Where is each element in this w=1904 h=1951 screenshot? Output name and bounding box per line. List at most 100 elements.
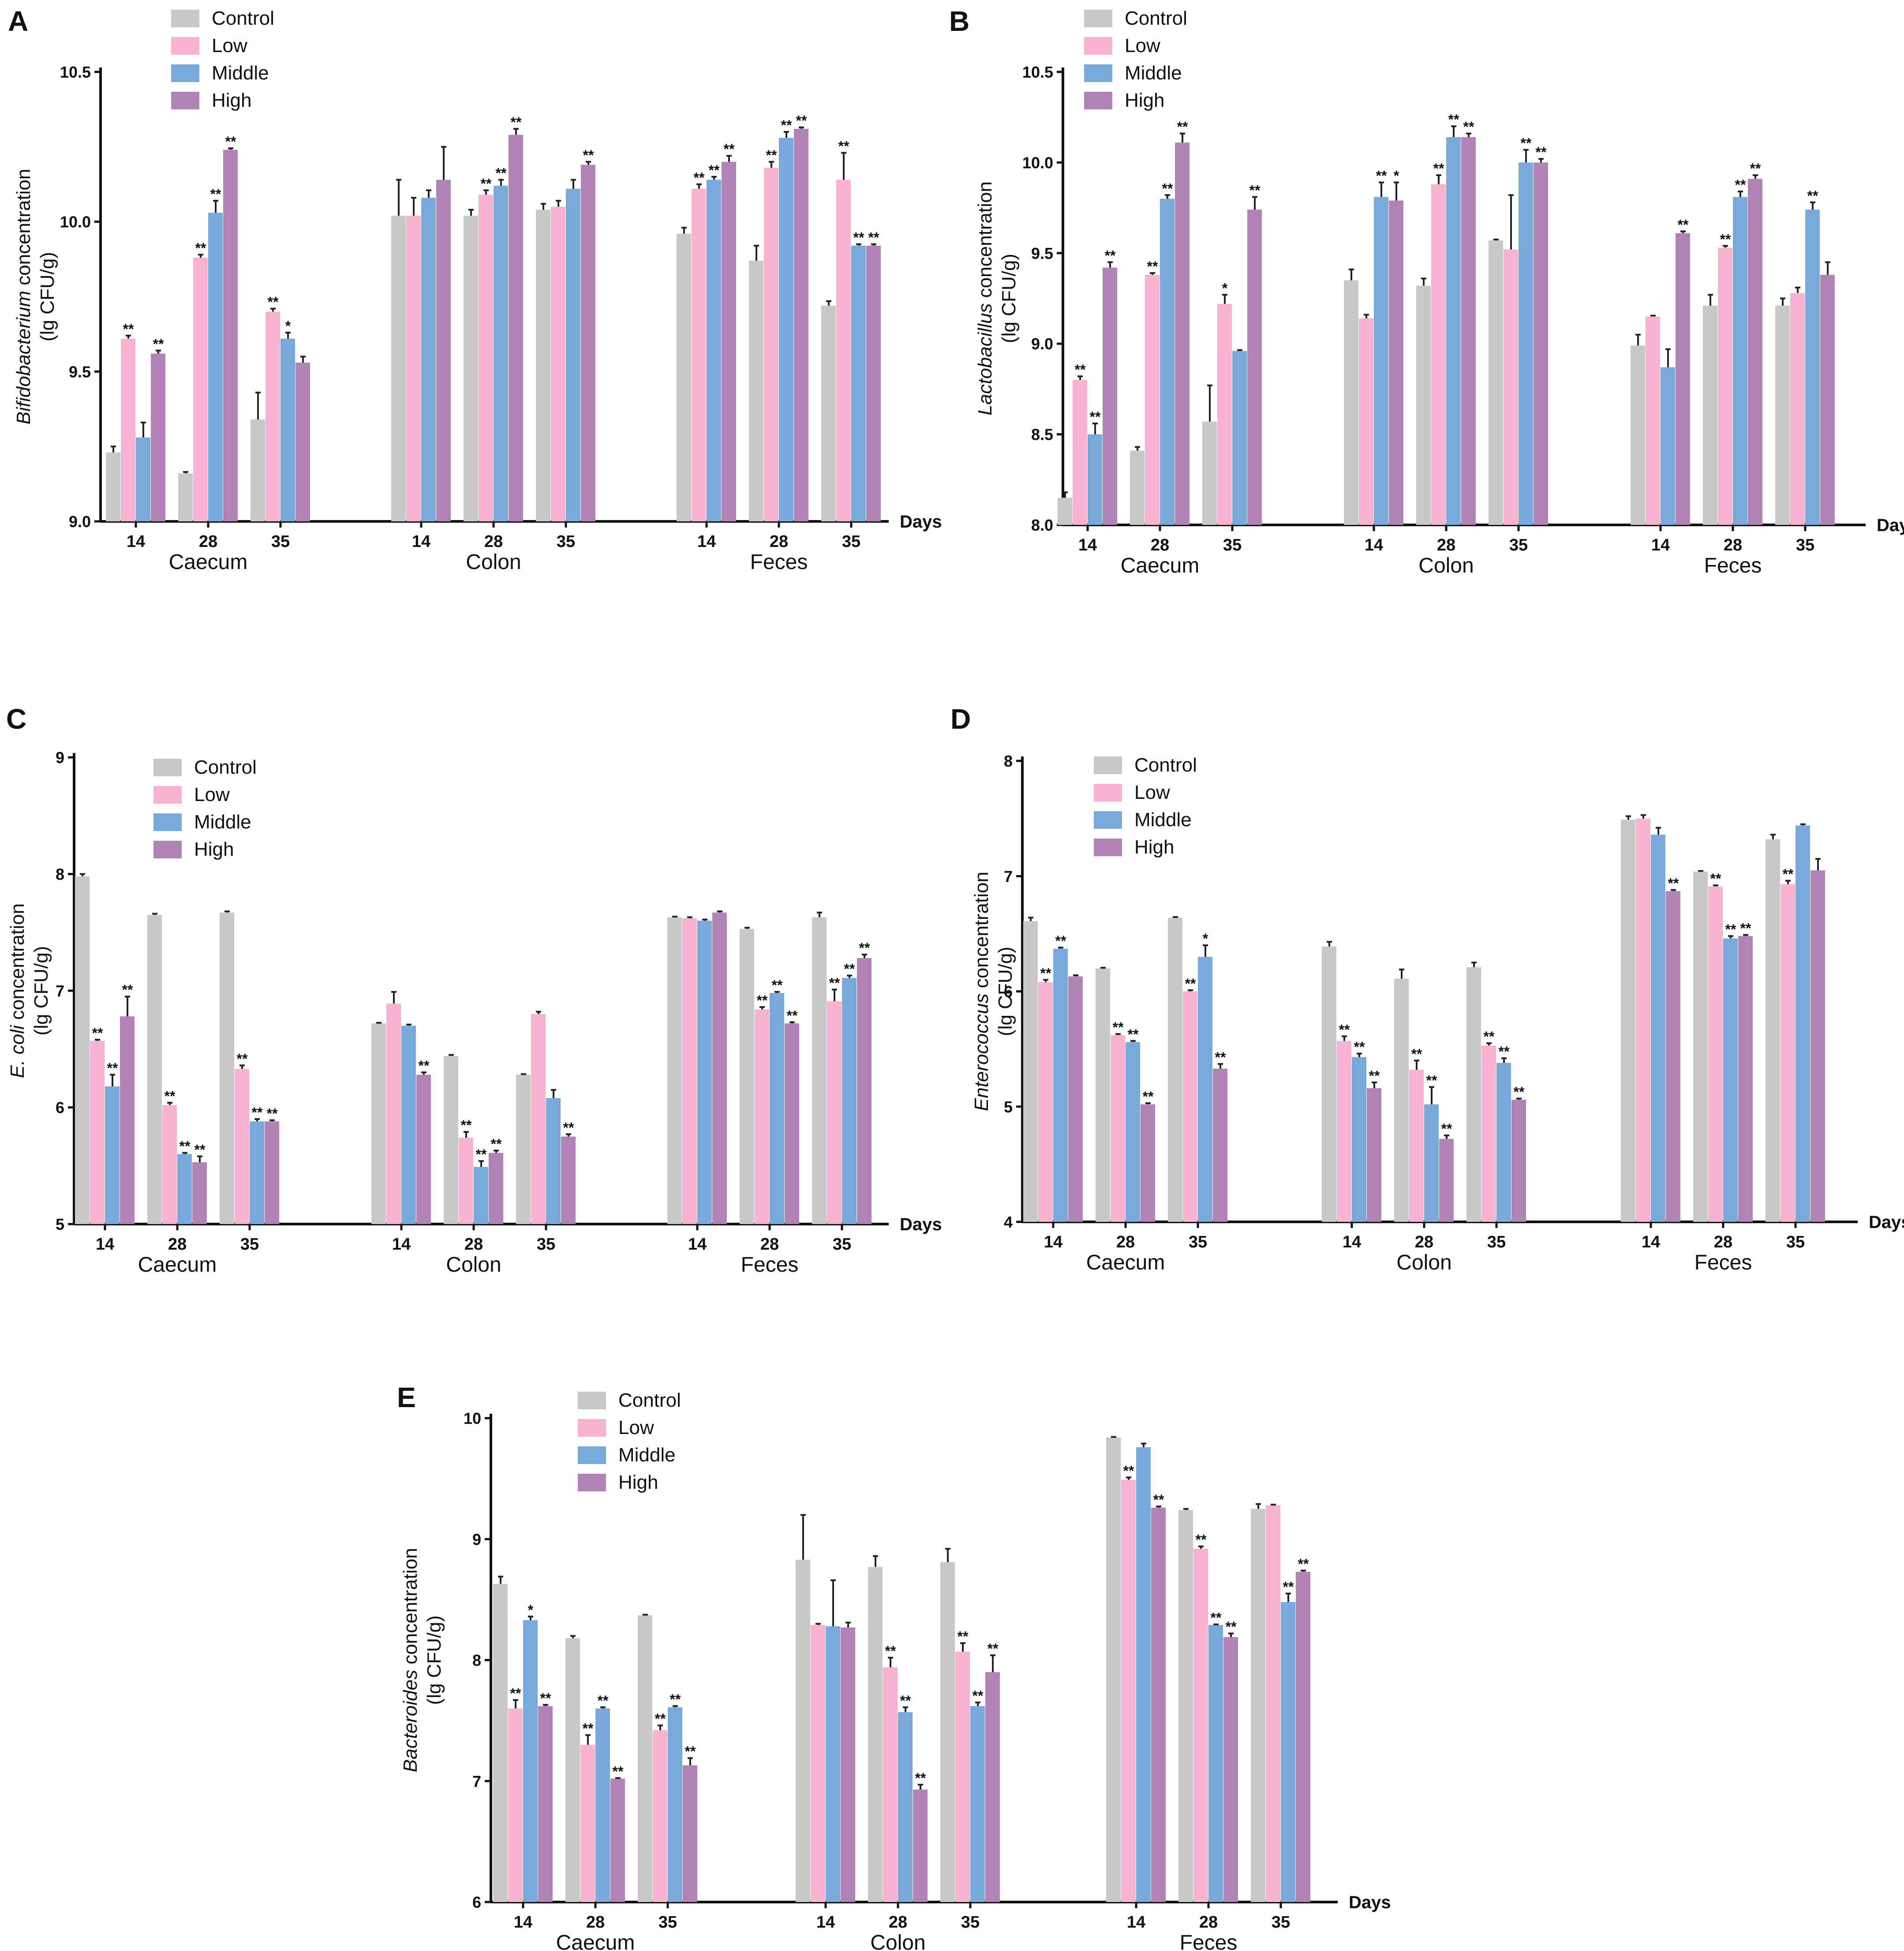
- bar-middle: [136, 437, 150, 521]
- significance-mark: **: [973, 1688, 984, 1704]
- bar-middle: [1208, 1625, 1223, 1902]
- significance-mark: **: [1426, 1072, 1437, 1088]
- significance-mark: **: [1521, 135, 1532, 151]
- bar-low: [653, 1730, 667, 1902]
- significance-mark: **: [900, 1693, 911, 1708]
- x-tick-label: 28: [1714, 1233, 1732, 1251]
- x-tick-label: 35: [557, 532, 575, 551]
- y-tick-label: 10.5: [1022, 63, 1053, 81]
- y-tick-label: 8.5: [1031, 426, 1053, 444]
- bar-low: [508, 1708, 523, 1902]
- x-tick-label: 14: [1343, 1233, 1361, 1251]
- significance-mark: **: [1710, 871, 1721, 887]
- y-axis-label-rest: concentration: [971, 872, 992, 993]
- bar-low: [1111, 1035, 1125, 1222]
- y-tick-label: 6: [472, 1893, 481, 1911]
- x-tick-label: 28: [199, 532, 217, 551]
- significance-mark: **: [655, 1711, 666, 1727]
- legend-swatch-middle: [153, 813, 182, 831]
- panel-label: C: [6, 703, 26, 735]
- significance-mark: **: [540, 1690, 551, 1706]
- y-tick-label: 9.5: [69, 363, 91, 381]
- x-tick-label: 35: [537, 1235, 555, 1254]
- y-axis-label: Lactobacillus concentration: [974, 181, 996, 416]
- bar-middle: [1496, 1063, 1511, 1222]
- bar-high: [1820, 275, 1835, 525]
- legend-swatch-high: [1084, 92, 1112, 109]
- significance-mark: **: [491, 1136, 502, 1152]
- panel-E: E Control Low Middle High Bacteroides concent…: [397, 1382, 1391, 1951]
- bar-control: [1168, 917, 1182, 1222]
- significance-mark: **: [1448, 112, 1459, 127]
- bar-middle: [1733, 197, 1747, 525]
- y-axis-label-rest: concentration: [974, 181, 996, 303]
- significance-mark: **: [781, 117, 792, 133]
- significance-mark: **: [958, 1629, 969, 1644]
- legend-label-low: Low: [212, 35, 247, 56]
- bar-low: [1636, 818, 1650, 1222]
- significance-mark: **: [1196, 1532, 1207, 1548]
- y-axis-label: Enterococcus concentration: [971, 872, 992, 1111]
- bar-high: [509, 135, 523, 521]
- bar-middle: [770, 993, 784, 1224]
- significance-mark: **: [1740, 920, 1751, 936]
- legend-label-high: High: [618, 1472, 658, 1493]
- x-tick-label: 35: [271, 532, 290, 551]
- bar-low: [1217, 303, 1232, 525]
- bar-middle: [281, 338, 295, 521]
- bar-low: [266, 311, 280, 521]
- x-axis-title: Days: [1869, 1213, 1904, 1232]
- significance-mark: **: [1113, 1019, 1124, 1035]
- bar-low: [682, 918, 697, 1224]
- significance-mark: **: [1211, 1610, 1222, 1626]
- significance-mark: **: [838, 138, 849, 154]
- bar-low: [1145, 275, 1160, 525]
- x-tick-label: 14: [1642, 1233, 1660, 1251]
- bar-middle: [546, 1098, 561, 1224]
- y-tick-label: 8.0: [1031, 516, 1053, 534]
- legend-label-low: Low: [1134, 782, 1170, 803]
- x-tick-label: 28: [1116, 1233, 1135, 1251]
- y-tick-label: 5: [1004, 1098, 1013, 1116]
- bar-control: [1251, 1509, 1265, 1902]
- significance-mark: **: [1678, 217, 1689, 233]
- bar-middle: [1374, 197, 1388, 525]
- y-tick-label: 9: [56, 749, 64, 767]
- bar-middle: [779, 138, 793, 521]
- bar-control: [1693, 871, 1708, 1222]
- bar-control: [1202, 421, 1217, 525]
- significance-mark: **: [252, 1105, 263, 1120]
- group-label-colon: Colon: [466, 550, 521, 574]
- legend-swatch-high: [578, 1474, 606, 1491]
- bar-control: [251, 419, 265, 521]
- bar-control: [1023, 921, 1038, 1222]
- bar-control: [1466, 967, 1481, 1222]
- bar-control: [749, 260, 763, 521]
- significance-mark: **: [1185, 976, 1196, 992]
- significance-mark: **: [1162, 180, 1173, 196]
- bar-low: [1481, 1045, 1496, 1222]
- bar-high: [581, 165, 595, 521]
- significance-mark: **: [915, 1770, 926, 1786]
- significance-mark: **: [1123, 1463, 1134, 1479]
- significance-mark: **: [1055, 933, 1066, 949]
- group-label-feces: Feces: [741, 1253, 799, 1277]
- y-axis-label-taxon: Enterococcus: [971, 993, 992, 1111]
- legend-label-middle: Middle: [212, 62, 269, 84]
- bar-low: [1409, 1070, 1424, 1222]
- y-axis-label-taxon: E. coli: [7, 1025, 28, 1078]
- bar-middle: [1519, 162, 1533, 525]
- significance-mark: **: [1441, 1121, 1452, 1137]
- significance-mark: **: [868, 230, 879, 246]
- bar-control: [1416, 285, 1431, 525]
- significance-mark: **: [1090, 409, 1101, 425]
- significance-mark: **: [670, 1692, 681, 1708]
- y-axis-label-rest: concentration: [13, 169, 34, 291]
- significance-mark: **: [1075, 362, 1086, 378]
- bar-low: [121, 338, 135, 521]
- x-tick-label: 14: [392, 1235, 411, 1254]
- x-tick-label: 14: [688, 1235, 707, 1254]
- x-tick-label: 14: [412, 532, 430, 551]
- bar-control: [1766, 839, 1780, 1222]
- significance-mark: **: [1226, 1619, 1237, 1635]
